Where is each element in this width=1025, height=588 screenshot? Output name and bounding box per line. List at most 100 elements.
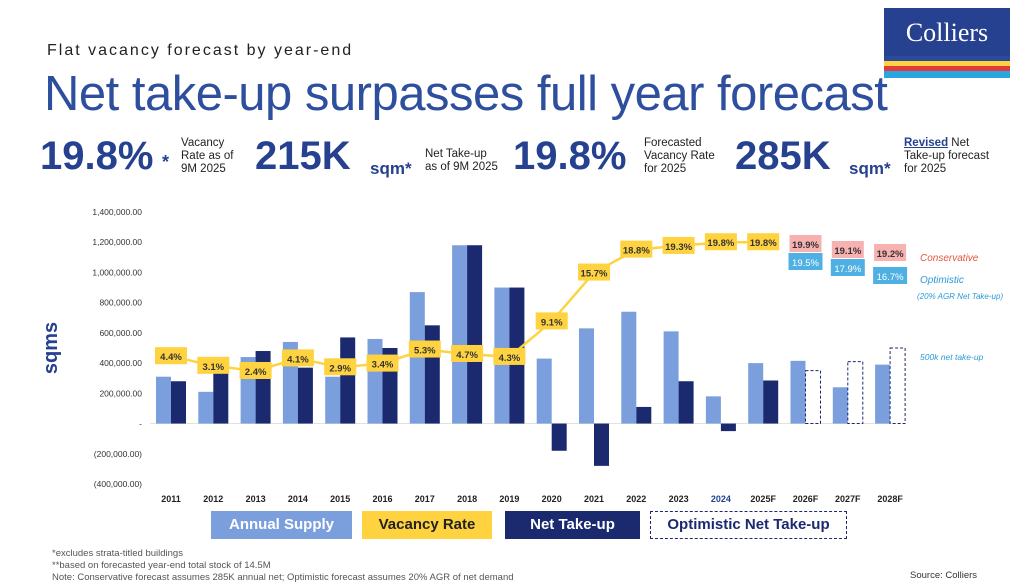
kpi-forecast-takeup-label-rest: Net	[948, 137, 970, 149]
bar-annual-supply	[409, 292, 425, 424]
kpi-forecast-takeup-label: Revised Net Take-up forecast for 2025	[904, 137, 989, 176]
source-note: Source: Colliers	[910, 570, 978, 581]
footnote: **based on forecasted year-end total sto…	[52, 560, 271, 571]
y-tick-label: -	[139, 419, 142, 429]
x-tick-label: 2023	[669, 494, 689, 504]
optimistic-label: 17.9%	[834, 264, 861, 275]
bar-net-take-up	[594, 423, 609, 466]
bar-optimistic-net-take-up	[847, 361, 864, 425]
y-tick-label: 600,000.00	[99, 328, 142, 338]
kpi-forecast-takeup-value: 285K	[735, 134, 831, 178]
logo-stripe-blue	[884, 56, 1010, 61]
conservative-label-box	[831, 241, 864, 258]
vacancy-rate-label-box	[578, 263, 610, 281]
vacancy-rate-label: 9.1%	[541, 317, 563, 328]
x-tick-label: 2025F	[750, 494, 776, 504]
bar-annual-supply	[579, 328, 594, 424]
legend-net-take-up: Net Take-up	[505, 511, 640, 539]
legend-optimistic-net-take-up: Optimistic Net Take-up	[650, 511, 847, 539]
logo-stripe-yellow	[884, 61, 1010, 66]
vacancy-rate-label-box	[197, 356, 230, 374]
logo-stripe-cyan	[884, 71, 1010, 78]
vacancy-rate-label-box	[662, 236, 695, 254]
bar-annual-supply	[621, 311, 637, 424]
y-tick-label: 1,400,000.00	[92, 207, 142, 217]
legend-annual-supply: Annual Supply	[211, 511, 352, 539]
y-tick-label: 1,200,000.00	[92, 237, 142, 247]
vacancy-rate-label-box	[155, 347, 187, 365]
bar-net-take-up	[171, 381, 186, 424]
vacancy-rate-label-box	[324, 358, 357, 376]
optimistic-label: 19.5%	[792, 258, 819, 269]
kpi-vacancy-label-line: 9M 2025	[181, 163, 226, 175]
kpi-takeup-unit: sqm*	[370, 159, 412, 178]
y-tick-label: 1,000,000.00	[92, 267, 142, 277]
bar-net-take-up	[255, 351, 271, 424]
optimistic-note: (20% AGR Net Take-up)	[917, 292, 1003, 301]
vacancy-rate-label-box	[620, 240, 653, 258]
kpi-vacancy-star: *	[162, 152, 170, 172]
vacancy-rate-label: 2.4%	[245, 367, 267, 378]
vacancy-rate-label: 4.4%	[160, 352, 182, 363]
x-tick-label: 2013	[246, 494, 266, 504]
vacancy-rate-label-box	[239, 361, 272, 379]
colliers-logo: Colliers	[884, 8, 1010, 78]
conservative-label: 19.9%	[792, 240, 819, 251]
vacancy-rate-label-box	[747, 233, 780, 251]
x-tick-label: 2015	[330, 494, 350, 504]
x-tick-label: 2020	[542, 494, 562, 504]
y-axis-label: sqms	[40, 322, 62, 374]
bar-annual-supply	[663, 331, 679, 424]
bar-optimistic-net-take-up	[805, 370, 821, 425]
bar-annual-supply	[705, 396, 721, 424]
vacancy-rate-label: 19.8%	[707, 238, 734, 249]
optimistic-label-box	[830, 259, 865, 276]
vacancy-rate-label: 19.3%	[665, 242, 692, 253]
y-tick-label: (400,000.00)	[94, 479, 142, 489]
bar-net-take-up	[213, 363, 229, 424]
vacancy-rate-label: 3.4%	[372, 360, 394, 371]
vacancy-rate-label-box	[366, 354, 399, 372]
bar-net-take-up	[424, 325, 440, 424]
vacancy-rate-label-box	[535, 312, 568, 330]
revised-link[interactable]: Revised	[904, 137, 949, 149]
kpi-takeup-label: Net Take-up as of 9M 2025	[425, 148, 498, 174]
vacancy-rate-label-box	[408, 340, 441, 358]
logo-text: Colliers	[905, 18, 989, 47]
vacancy-rate-label: 2.9%	[329, 363, 351, 374]
net-take-up-500k-annotation: 500k net take-up	[920, 352, 984, 362]
bar-net-take-up	[340, 337, 356, 424]
bar-net-take-up	[678, 381, 694, 424]
vacancy-rate-label-box	[281, 349, 314, 367]
vacancy-rate-label: 4.7%	[456, 350, 478, 361]
vacancy-rate-label-box	[451, 344, 484, 362]
kpi-takeup-label-line: as of 9M 2025	[425, 161, 498, 173]
x-tick-label: 2021	[584, 494, 604, 504]
kpi-takeup-label-line: Net Take-up	[425, 148, 487, 160]
optimistic-label-box	[873, 267, 908, 284]
y-tick-label: 400,000.00	[99, 358, 142, 368]
kpi-forecast-vacancy-value: 19.8%	[513, 134, 627, 178]
bar-annual-supply	[198, 391, 214, 424]
bar-net-take-up	[636, 406, 652, 424]
vacancy-rate-label-box	[493, 347, 526, 365]
optimistic-label: 16.7%	[877, 272, 904, 283]
bar-annual-supply	[748, 363, 764, 424]
x-tick-label: 2019	[499, 494, 519, 504]
chart-title: Net take-up surpasses full year forecast	[44, 67, 888, 121]
bar-net-take-up	[551, 423, 567, 451]
x-tick-label: 2027F	[835, 494, 861, 504]
bar-annual-supply	[452, 245, 468, 424]
legend-vacancy-rate: Vacancy Rate	[362, 511, 492, 539]
vacancy-rate-label: 5.3%	[414, 346, 436, 357]
vacancy-rate-label: 4.3%	[499, 353, 521, 364]
bar-annual-supply	[536, 358, 552, 424]
vacancy-rate-label: 18.8%	[623, 246, 650, 257]
kpi-forecast-vacancy-label-line: for 2025	[644, 163, 687, 175]
kpi-vacancy-label-line: Rate as of	[181, 150, 234, 162]
kpi-forecast-takeup-label-line: Revised Net	[904, 137, 989, 150]
x-tick-label: 2026F	[793, 494, 819, 504]
bar-net-take-up	[720, 423, 736, 432]
x-tick-label: 2012	[203, 494, 223, 504]
